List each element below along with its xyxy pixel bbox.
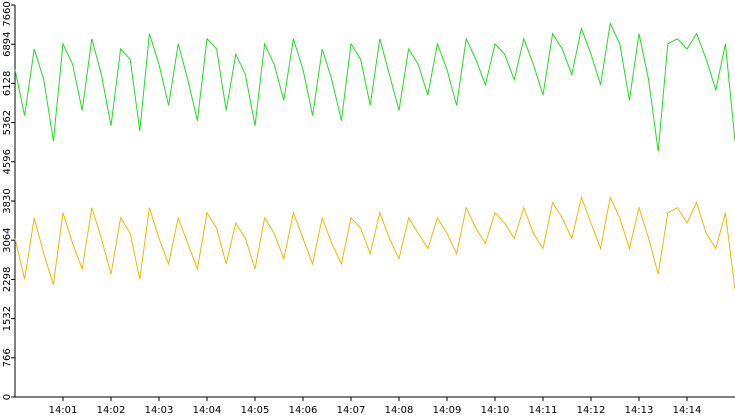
x-tick-label: 14:02 <box>97 405 126 415</box>
y-tick-label: 7660 <box>2 1 13 26</box>
y-tick-label: 0 <box>2 394 13 400</box>
y-tick-label: 2298 <box>2 267 13 292</box>
series-line <box>14 21 735 152</box>
x-tick-label: 14:11 <box>529 405 558 415</box>
x-tick-label: 14:06 <box>289 405 318 415</box>
x-tick-label: 14:05 <box>241 405 270 415</box>
x-tick-label: 14:07 <box>337 405 366 415</box>
x-tick-label: 14:03 <box>145 405 174 415</box>
x-tick-label: 14:08 <box>385 405 414 415</box>
x-tick-label: 14:09 <box>433 405 462 415</box>
x-tick-label: 14:13 <box>625 405 654 415</box>
x-tick-label: 14:10 <box>481 405 510 415</box>
y-tick-label: 3064 <box>2 227 13 252</box>
y-tick-label: 4596 <box>2 149 13 174</box>
y-tick-label: 1532 <box>2 306 13 331</box>
series-line <box>14 195 735 290</box>
x-tick-label: 14:14 <box>673 405 702 415</box>
x-tick-label: 14:12 <box>577 405 606 415</box>
y-tick-label: 6128 <box>2 71 13 96</box>
y-tick-label: 5362 <box>2 110 13 135</box>
x-tick-label: 14:04 <box>193 405 222 415</box>
x-tick-label: 14:01 <box>49 405 78 415</box>
y-tick-label: 3830 <box>2 188 13 213</box>
y-tick-label: 6894 <box>2 31 13 56</box>
y-tick-label: 766 <box>2 348 13 367</box>
